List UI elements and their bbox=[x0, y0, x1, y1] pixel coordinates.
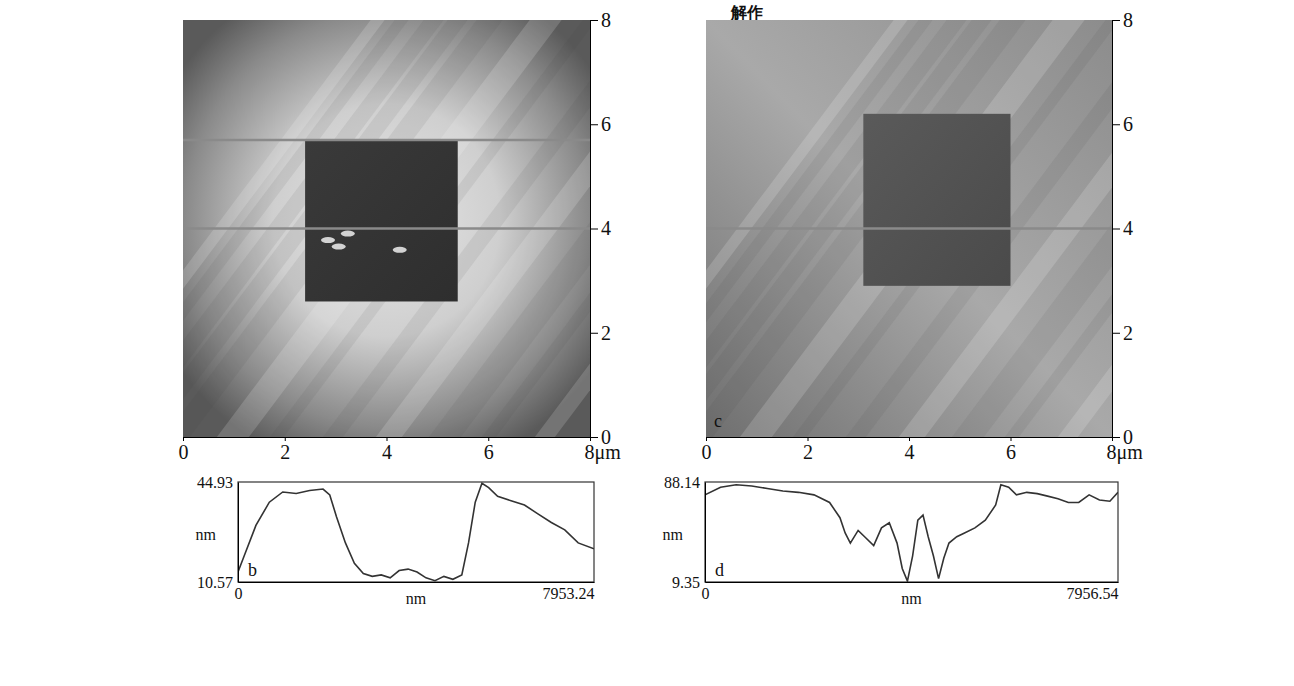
x-axis-line bbox=[706, 582, 1119, 583]
y-axis-line bbox=[591, 21, 599, 438]
y-axis-tick-mark bbox=[1112, 437, 1120, 438]
y-axis-tick-mark bbox=[590, 229, 598, 230]
y-axis: 0 2 4 6 8 bbox=[1112, 9, 1133, 448]
page-header: 解作 bbox=[730, 3, 763, 22]
y-axis-tick-label: 8 bbox=[1123, 9, 1133, 31]
x-axis-tick: 4 bbox=[905, 437, 915, 463]
y-axis-tick-label: 2 bbox=[601, 322, 611, 344]
y-axis-tick-label: 44.93 bbox=[197, 474, 233, 491]
y-axis-tick-label: 10.57 bbox=[197, 574, 233, 591]
x-axis-tick-label: 0 bbox=[235, 585, 243, 602]
panel-letter: d bbox=[715, 560, 724, 580]
y-axis-tick-mark bbox=[1112, 229, 1120, 230]
bright-spot bbox=[393, 247, 407, 253]
y-axis-tick-mark bbox=[590, 124, 598, 125]
y-axis-line bbox=[705, 483, 706, 583]
bright-spot bbox=[341, 231, 355, 237]
x-axis-tick: 0 bbox=[702, 582, 710, 602]
y-axis-tick: 10.57 bbox=[197, 574, 238, 591]
x-axis-tick-label: 7953.24 bbox=[543, 585, 595, 602]
x-axis-tick-label: 7956.54 bbox=[1067, 585, 1119, 602]
x-axis: 02468μm bbox=[179, 437, 622, 464]
line-plot bbox=[238, 483, 594, 580]
pit bbox=[305, 140, 458, 302]
x-axis-tick-label: 0 bbox=[179, 441, 189, 463]
x-axis-tick: 6 bbox=[484, 437, 494, 463]
profile-line bbox=[238, 483, 594, 580]
image-plot bbox=[183, 20, 590, 437]
plot-frame bbox=[238, 482, 594, 582]
y-axis-tick-mark bbox=[590, 437, 598, 438]
y-axis-tick: 4 bbox=[590, 217, 611, 239]
y-axis-line bbox=[238, 483, 239, 583]
y-axis-tick-label: 4 bbox=[601, 217, 611, 239]
y-axis-tick-mark bbox=[590, 20, 598, 21]
x-axis: 02468μm bbox=[702, 437, 1144, 464]
bright-spot bbox=[332, 244, 346, 250]
x-axis-tick-label: 4 bbox=[905, 441, 915, 463]
y-axis-tick: 0 bbox=[1112, 426, 1133, 448]
panel-letter: b bbox=[248, 560, 257, 580]
y-axis-tick: 2 bbox=[590, 322, 611, 344]
plot-frame bbox=[705, 482, 1118, 582]
x-axis-tick: 7956.54 bbox=[1067, 582, 1119, 602]
pit bbox=[863, 114, 1010, 286]
y-axis: 0 2 4 6 8 bbox=[590, 9, 611, 448]
x-axis-tick: 7953.24 bbox=[543, 582, 595, 602]
y-axis-tick: 2 bbox=[1112, 322, 1133, 344]
y-axis-tick-label: 8 bbox=[601, 9, 611, 31]
y-axis-tick: 44.93 bbox=[197, 474, 238, 491]
panel-letter: c bbox=[714, 411, 722, 431]
x-axis-tick: 0 bbox=[702, 437, 712, 463]
x-axis-tick: 6 bbox=[1006, 437, 1016, 463]
x-axis-tick-label: 2 bbox=[280, 441, 290, 463]
y-axis-line bbox=[1113, 21, 1121, 438]
y-axis-tick: 8 bbox=[1112, 9, 1133, 31]
y-axis-title: nm bbox=[663, 526, 684, 543]
x-axis-tick-label: 0 bbox=[702, 585, 710, 602]
x-axis-tick: 4 bbox=[382, 437, 392, 463]
scan-line bbox=[183, 139, 590, 142]
y-axis-tick: 6 bbox=[590, 113, 611, 135]
x-axis-tick: 2 bbox=[803, 437, 813, 463]
x-axis-tick: 0 bbox=[235, 582, 243, 602]
y-axis-tick: 9.35 bbox=[672, 574, 705, 591]
y-axis-tick: 6 bbox=[1112, 113, 1133, 135]
x-axis-line bbox=[239, 582, 595, 583]
y-axis-title: nm bbox=[196, 526, 217, 543]
y-axis-tick-mark bbox=[1112, 20, 1120, 21]
figure: 解作02468μm0246802468μm02468c07953.2410.57… bbox=[0, 0, 1294, 686]
y-axis-tick-mark bbox=[1112, 333, 1120, 334]
y-axis-tick-label: 9.35 bbox=[672, 574, 700, 591]
y-axis-tick: 88.14 bbox=[664, 474, 705, 491]
x-axis-tick-label: 0 bbox=[702, 441, 712, 463]
x-axis-tick: 2 bbox=[280, 437, 290, 463]
y-axis-tick-label: 6 bbox=[1123, 113, 1133, 135]
x-axis-tick: 0 bbox=[179, 437, 189, 463]
y-axis-tick-label: 0 bbox=[1123, 426, 1133, 448]
x-axis-tick-label: 6 bbox=[484, 441, 494, 463]
x-axis-tick-label: 4 bbox=[382, 441, 392, 463]
x-axis-tick-label: 6 bbox=[1006, 441, 1016, 463]
x-axis-tick-label: 2 bbox=[803, 441, 813, 463]
image-plot bbox=[706, 20, 1112, 437]
y-axis-tick: 8 bbox=[590, 9, 611, 31]
y-axis-tick: 4 bbox=[1112, 217, 1133, 239]
y-axis-tick-mark bbox=[1112, 124, 1120, 125]
line-plot bbox=[705, 485, 1118, 581]
x-axis-title: nm bbox=[901, 590, 922, 607]
profile-line bbox=[705, 485, 1118, 581]
scan-line bbox=[706, 227, 1112, 230]
x-axis-title: nm bbox=[406, 590, 427, 607]
bright-spot bbox=[321, 237, 335, 243]
scan-line bbox=[183, 227, 590, 230]
y-axis-tick-label: 2 bbox=[1123, 322, 1133, 344]
y-axis-tick-label: 0 bbox=[601, 426, 611, 448]
y-axis-tick-label: 4 bbox=[1123, 217, 1133, 239]
y-axis-tick-mark bbox=[590, 333, 598, 334]
y-axis-tick-label: 6 bbox=[601, 113, 611, 135]
y-axis-tick-label: 88.14 bbox=[664, 474, 700, 491]
y-axis-tick: 0 bbox=[590, 426, 611, 448]
